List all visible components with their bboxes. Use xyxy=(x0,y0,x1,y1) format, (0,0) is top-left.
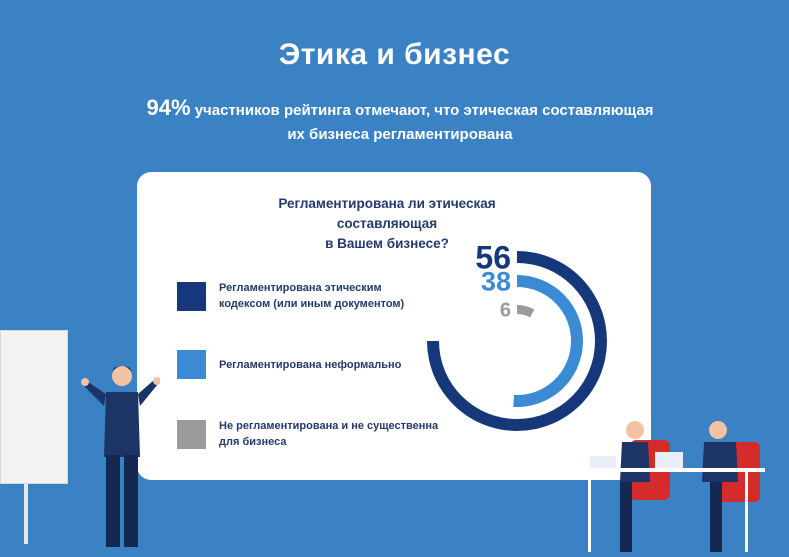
highlight-percent: 94% xyxy=(146,95,191,120)
legend-none-line-2: для бизнеса xyxy=(219,436,287,448)
legend-item-code: Регламентирована этическим кодексом (или… xyxy=(177,280,404,312)
subtitle-line-2: их бизнеса регламентирована xyxy=(287,126,513,143)
flipchart-board xyxy=(0,330,68,484)
presenter-illustration xyxy=(81,366,160,547)
legend-swatch-informal xyxy=(177,350,206,379)
donut-value-label-0: 56 xyxy=(475,240,511,276)
legend-item-informal: Регламентирована неформально xyxy=(177,350,401,379)
donut-bar-2 xyxy=(517,305,535,318)
flipchart-leg xyxy=(24,482,28,544)
legend-code-line-2: кодексом (или иным документом) xyxy=(219,298,405,310)
legend-label-code: Регламентирована этическим кодексом (или… xyxy=(219,280,404,312)
chart-question: Регламентирована ли этическая составляющ… xyxy=(227,194,547,254)
donut-value-label-1: 38 xyxy=(481,267,511,297)
page-title: Этика и бизнес xyxy=(278,38,511,71)
legend-swatch-none xyxy=(177,419,206,449)
donut-bar-1 xyxy=(513,275,584,407)
question-line-2: в Вашем бизнесе? xyxy=(325,236,449,251)
subtitle-line-1: участников рейтинга отмечают, что этичес… xyxy=(194,102,654,119)
question-line-1: Регламентирована ли этическая составляющ… xyxy=(278,196,496,231)
legend-none-line-1: Не регламентирована и не существенна xyxy=(219,420,439,432)
chart-card: Регламентирована ли этическая составляющ… xyxy=(137,172,651,480)
legend-item-none: Не регламентирована и не существенна для… xyxy=(177,418,438,450)
legend-label-none: Не регламентирована и не существенна для… xyxy=(219,418,438,450)
legend-code-line-1: Регламентирована этическим xyxy=(219,282,382,294)
meeting-illustration xyxy=(570,421,765,552)
donut-value-label-2: 6 xyxy=(500,300,511,322)
subtitle: 94% участников рейтинга отмечают, что эт… xyxy=(120,96,680,147)
legend-label-informal: Регламентирована неформально xyxy=(219,358,402,371)
legend-swatch-code xyxy=(177,281,206,311)
